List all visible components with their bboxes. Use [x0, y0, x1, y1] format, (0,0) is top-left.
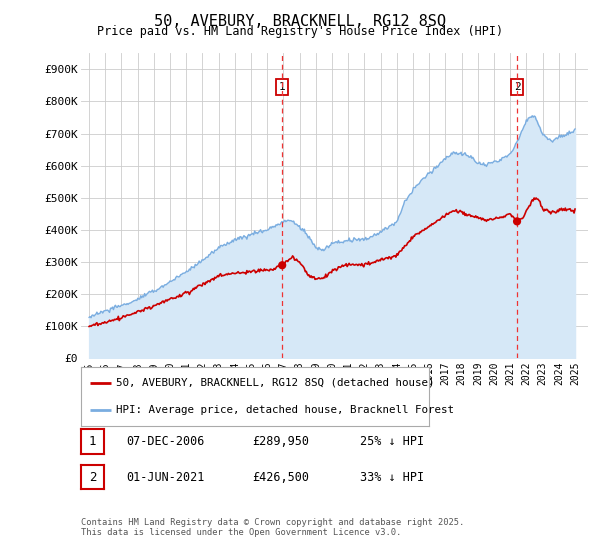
- Text: 50, AVEBURY, BRACKNELL, RG12 8SQ: 50, AVEBURY, BRACKNELL, RG12 8SQ: [154, 14, 446, 29]
- Text: HPI: Average price, detached house, Bracknell Forest: HPI: Average price, detached house, Brac…: [116, 405, 454, 415]
- Text: 01-JUN-2021: 01-JUN-2021: [126, 470, 205, 484]
- Text: Contains HM Land Registry data © Crown copyright and database right 2025.
This d: Contains HM Land Registry data © Crown c…: [81, 518, 464, 538]
- Point: [277, 261, 287, 270]
- Text: Price paid vs. HM Land Registry's House Price Index (HPI): Price paid vs. HM Land Registry's House …: [97, 25, 503, 38]
- Text: 25% ↓ HPI: 25% ↓ HPI: [360, 435, 424, 448]
- Text: 1: 1: [89, 435, 96, 448]
- Point: [512, 217, 522, 226]
- Text: 1: 1: [279, 82, 286, 92]
- Text: 2: 2: [514, 82, 520, 92]
- Text: 07-DEC-2006: 07-DEC-2006: [126, 435, 205, 448]
- Text: 50, AVEBURY, BRACKNELL, RG12 8SQ (detached house): 50, AVEBURY, BRACKNELL, RG12 8SQ (detach…: [116, 377, 434, 388]
- Text: £426,500: £426,500: [252, 470, 309, 484]
- Text: 2: 2: [89, 470, 96, 484]
- Text: £289,950: £289,950: [252, 435, 309, 448]
- Text: 33% ↓ HPI: 33% ↓ HPI: [360, 470, 424, 484]
